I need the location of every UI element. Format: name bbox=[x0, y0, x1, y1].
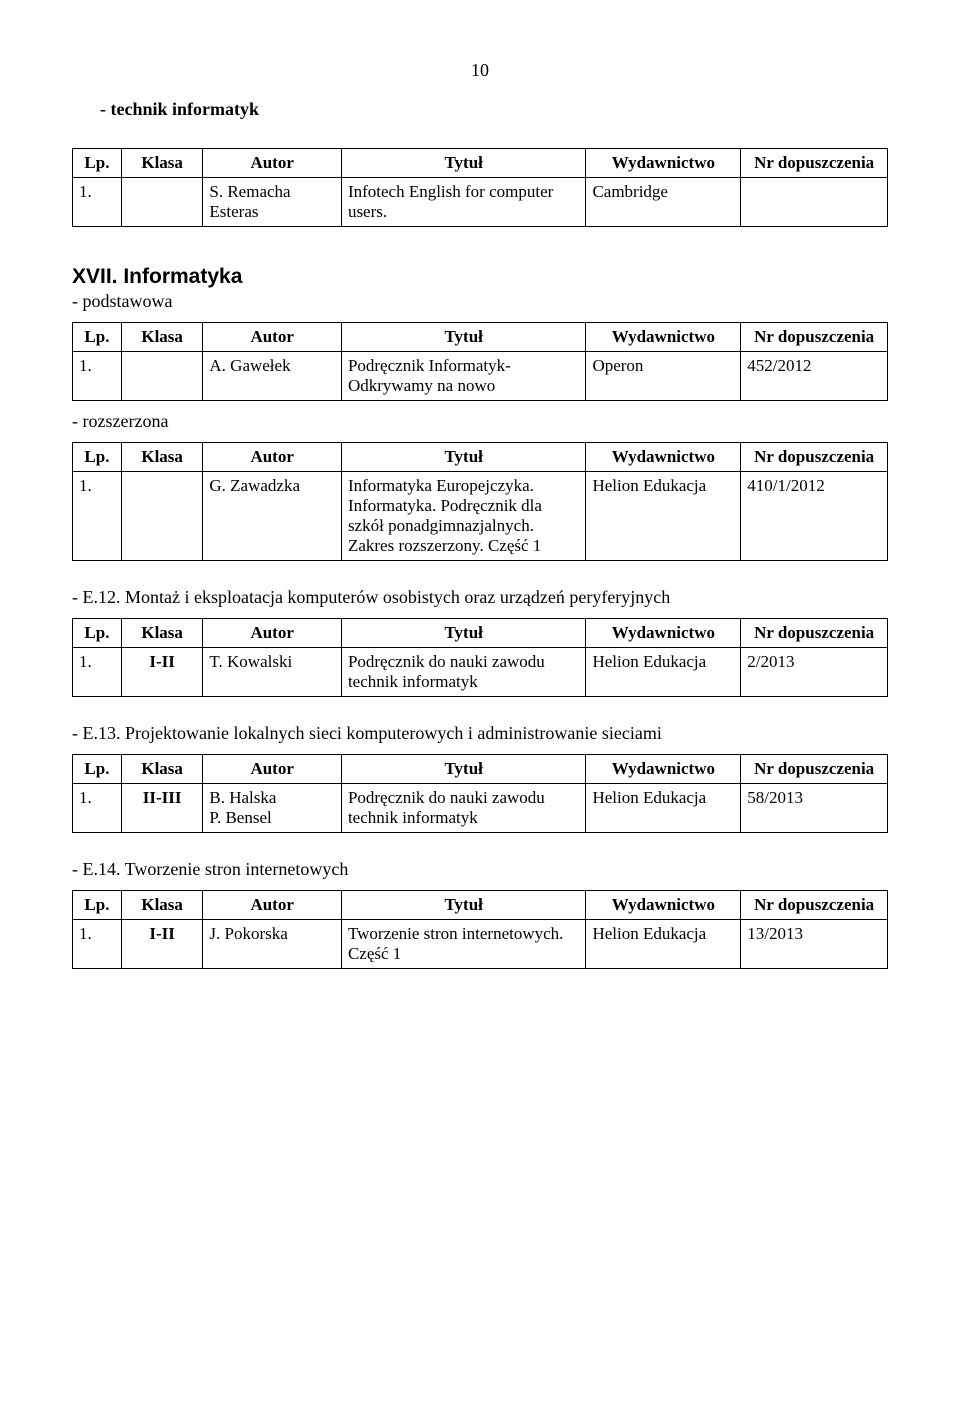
cell-tytul: Podręcznik Informatyk- Odkrywamy na nowo bbox=[341, 352, 586, 401]
cell-nr: 2/2013 bbox=[741, 648, 888, 697]
col-tytul: Tytuł bbox=[341, 619, 586, 648]
col-lp: Lp. bbox=[73, 619, 122, 648]
table-row: 1. A. Gawełek Podręcznik Informatyk- Odk… bbox=[73, 352, 888, 401]
col-klasa: Klasa bbox=[121, 891, 203, 920]
subsection-podstawowa: - podstawowa bbox=[72, 291, 888, 312]
cell-tytul: Podręcznik do nauki zawodu technik infor… bbox=[341, 784, 586, 833]
cell-klasa bbox=[121, 472, 203, 561]
cell-autor: G. Zawadzka bbox=[203, 472, 342, 561]
subsection-rozszerzona: - rozszerzona bbox=[72, 411, 888, 432]
col-autor: Autor bbox=[203, 149, 342, 178]
cell-klasa bbox=[121, 178, 203, 227]
cell-wyd: Operon bbox=[586, 352, 741, 401]
cell-tytul: Podręcznik do nauki zawodu technik infor… bbox=[341, 648, 586, 697]
col-klasa: Klasa bbox=[121, 619, 203, 648]
cell-nr: 58/2013 bbox=[741, 784, 888, 833]
col-klasa: Klasa bbox=[121, 149, 203, 178]
col-nr: Nr dopuszczenia bbox=[741, 149, 888, 178]
col-lp: Lp. bbox=[73, 443, 122, 472]
col-wydawnictwo: Wydawnictwo bbox=[586, 619, 741, 648]
cell-wyd: Cambridge bbox=[586, 178, 741, 227]
cell-lp: 1. bbox=[73, 352, 122, 401]
table-header-row: Lp. Klasa Autor Tytuł Wydawnictwo Nr dop… bbox=[73, 755, 888, 784]
cell-klasa: II-III bbox=[121, 784, 203, 833]
col-klasa: Klasa bbox=[121, 443, 203, 472]
col-autor: Autor bbox=[203, 619, 342, 648]
col-klasa: Klasa bbox=[121, 755, 203, 784]
section-e14-title: - E.14. Tworzenie stron internetowych bbox=[72, 859, 888, 880]
cell-tytul: Informatyka Europejczyka. Informatyka. P… bbox=[341, 472, 586, 561]
cell-autor: T. Kowalski bbox=[203, 648, 342, 697]
page-number: 10 bbox=[72, 60, 888, 81]
cell-klasa: I-II bbox=[121, 648, 203, 697]
table-row: 1. II-III B. Halska P. Bensel Podręcznik… bbox=[73, 784, 888, 833]
col-wydawnictwo: Wydawnictwo bbox=[586, 891, 741, 920]
table-row: 1. S. Remacha Esteras Infotech English f… bbox=[73, 178, 888, 227]
col-nr: Nr dopuszczenia bbox=[741, 323, 888, 352]
table-row: 1. I-II T. Kowalski Podręcznik do nauki … bbox=[73, 648, 888, 697]
col-nr: Nr dopuszczenia bbox=[741, 891, 888, 920]
cell-lp: 1. bbox=[73, 648, 122, 697]
section-technik-title: - technik informatyk bbox=[100, 99, 888, 120]
cell-autor: S. Remacha Esteras bbox=[203, 178, 342, 227]
cell-autor: A. Gawełek bbox=[203, 352, 342, 401]
cell-lp: 1. bbox=[73, 472, 122, 561]
table-header-row: Lp. Klasa Autor Tytuł Wydawnictwo Nr dop… bbox=[73, 619, 888, 648]
table-row: 1. G. Zawadzka Informatyka Europejczyka.… bbox=[73, 472, 888, 561]
col-tytul: Tytuł bbox=[341, 323, 586, 352]
table-e13: Lp. Klasa Autor Tytuł Wydawnictwo Nr dop… bbox=[72, 754, 888, 833]
cell-wyd: Helion Edukacja bbox=[586, 648, 741, 697]
cell-nr: 13/2013 bbox=[741, 920, 888, 969]
section-e13-title: - E.13. Projektowanie lokalnych sieci ko… bbox=[72, 723, 888, 744]
cell-wyd: Helion Edukacja bbox=[586, 920, 741, 969]
col-nr: Nr dopuszczenia bbox=[741, 443, 888, 472]
cell-wyd: Helion Edukacja bbox=[586, 472, 741, 561]
col-tytul: Tytuł bbox=[341, 755, 586, 784]
col-wydawnictwo: Wydawnictwo bbox=[586, 443, 741, 472]
cell-autor: B. Halska P. Bensel bbox=[203, 784, 342, 833]
cell-nr: 452/2012 bbox=[741, 352, 888, 401]
cell-nr bbox=[741, 178, 888, 227]
col-lp: Lp. bbox=[73, 755, 122, 784]
col-tytul: Tytuł bbox=[341, 891, 586, 920]
cell-autor: J. Pokorska bbox=[203, 920, 342, 969]
cell-tytul: Infotech English for computer users. bbox=[341, 178, 586, 227]
col-lp: Lp. bbox=[73, 891, 122, 920]
section-xvii-title: XVII. Informatyka bbox=[72, 265, 888, 289]
col-lp: Lp. bbox=[73, 149, 122, 178]
col-lp: Lp. bbox=[73, 323, 122, 352]
table-e14: Lp. Klasa Autor Tytuł Wydawnictwo Nr dop… bbox=[72, 890, 888, 969]
col-wydawnictwo: Wydawnictwo bbox=[586, 149, 741, 178]
table-header-row: Lp. Klasa Autor Tytuł Wydawnictwo Nr dop… bbox=[73, 149, 888, 178]
section-e12-title: - E.12. Montaż i eksploatacja komputerów… bbox=[72, 587, 888, 608]
cell-klasa: I-II bbox=[121, 920, 203, 969]
col-tytul: Tytuł bbox=[341, 149, 586, 178]
cell-wyd: Helion Edukacja bbox=[586, 784, 741, 833]
cell-tytul: Tworzenie stron internetowych. Część 1 bbox=[341, 920, 586, 969]
cell-klasa bbox=[121, 352, 203, 401]
table-e12: Lp. Klasa Autor Tytuł Wydawnictwo Nr dop… bbox=[72, 618, 888, 697]
table-podstawowa: Lp. Klasa Autor Tytuł Wydawnictwo Nr dop… bbox=[72, 322, 888, 401]
col-autor: Autor bbox=[203, 323, 342, 352]
col-wydawnictwo: Wydawnictwo bbox=[586, 323, 741, 352]
cell-nr: 410/1/2012 bbox=[741, 472, 888, 561]
col-autor: Autor bbox=[203, 891, 342, 920]
table-header-row: Lp. Klasa Autor Tytuł Wydawnictwo Nr dop… bbox=[73, 891, 888, 920]
col-nr: Nr dopuszczenia bbox=[741, 619, 888, 648]
cell-lp: 1. bbox=[73, 920, 122, 969]
table-rozszerzona: Lp. Klasa Autor Tytuł Wydawnictwo Nr dop… bbox=[72, 442, 888, 561]
col-nr: Nr dopuszczenia bbox=[741, 755, 888, 784]
col-autor: Autor bbox=[203, 443, 342, 472]
table-row: 1. I-II J. Pokorska Tworzenie stron inte… bbox=[73, 920, 888, 969]
col-wydawnictwo: Wydawnictwo bbox=[586, 755, 741, 784]
col-klasa: Klasa bbox=[121, 323, 203, 352]
col-autor: Autor bbox=[203, 755, 342, 784]
table-header-row: Lp. Klasa Autor Tytuł Wydawnictwo Nr dop… bbox=[73, 443, 888, 472]
table-technik: Lp. Klasa Autor Tytuł Wydawnictwo Nr dop… bbox=[72, 148, 888, 227]
col-tytul: Tytuł bbox=[341, 443, 586, 472]
cell-lp: 1. bbox=[73, 784, 122, 833]
cell-lp: 1. bbox=[73, 178, 122, 227]
table-header-row: Lp. Klasa Autor Tytuł Wydawnictwo Nr dop… bbox=[73, 323, 888, 352]
